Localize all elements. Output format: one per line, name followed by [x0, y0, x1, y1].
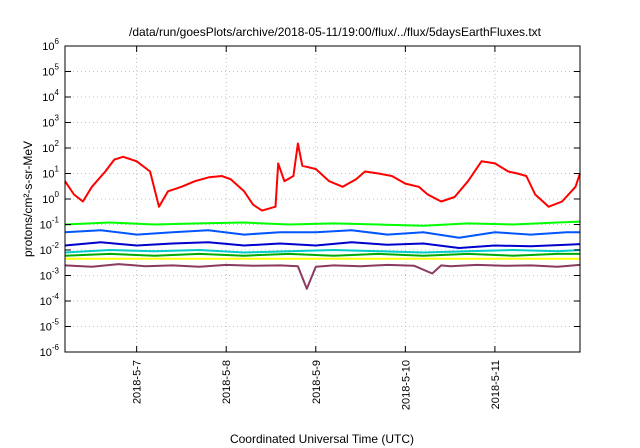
x-tick-label: 2018-5-10: [400, 360, 412, 410]
y-axis-label: protons/cm²-s-sr-MeV: [21, 141, 35, 257]
y-tick-label: 10-1: [40, 216, 60, 232]
series-line: [64, 241, 581, 249]
y-tick-label: 10-2: [40, 241, 60, 257]
plot-frame: [64, 45, 581, 353]
series-line: [64, 229, 580, 239]
plot-area: 10-6 10-5 10-4 10-3 10-2 10-1 100 101 102 103 104 1…: [40, 37, 581, 410]
y-tick-label: 10-3: [40, 267, 60, 283]
y-tick-label: 10-4: [40, 292, 60, 308]
grid: [65, 46, 580, 352]
x-tick-label: 2018-5-8: [221, 360, 233, 404]
y-axis: 10-6 10-5 10-4 10-3 10-2 10-1 100 101 102 103 104 1…: [40, 37, 580, 359]
y-tick-label: 106: [42, 37, 59, 53]
x-tick-label: 2018-5-11: [490, 360, 502, 409]
y-tick-label: 10-5: [40, 318, 60, 334]
y-tick-label: 10-6: [40, 343, 60, 359]
chart-title: /data/run/goesPlots/archive/2018-05-11/1…: [129, 25, 542, 39]
y-tick-label: 103: [42, 114, 59, 130]
series-line: [64, 249, 581, 254]
series-line: [64, 142, 581, 212]
series-line: [64, 252, 580, 257]
series-line: [64, 220, 581, 227]
y-tick-label: 102: [42, 139, 59, 155]
x-axis: 2018-5-7 2018-5-8 2018-5-9 2018-5-10 2018-5-…: [132, 46, 502, 410]
x-tick-label: 2018-5-9: [311, 360, 323, 404]
y-tick-label: 105: [42, 63, 59, 79]
y-tick-label: 100: [42, 190, 59, 206]
y-tick-label: 101: [42, 165, 59, 181]
series-line: [64, 263, 581, 290]
series-group: [64, 142, 581, 290]
x-axis-label: Coordinated Universal Time (UTC): [230, 432, 414, 446]
x-tick-label: 2018-5-7: [132, 360, 144, 404]
y-tick-label: 104: [42, 88, 59, 104]
